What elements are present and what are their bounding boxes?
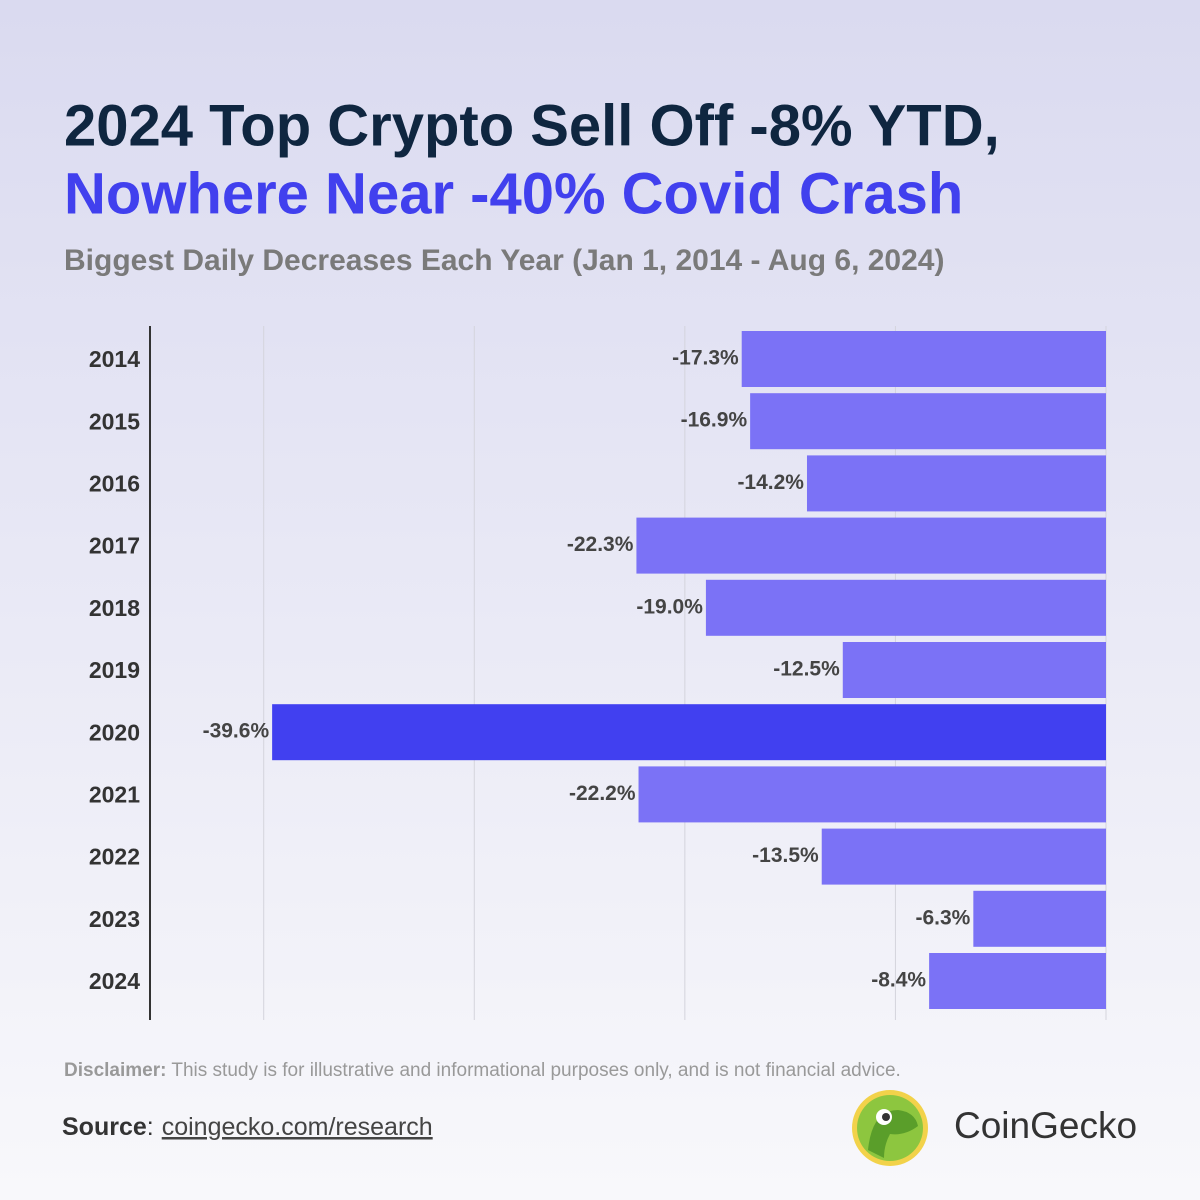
bar: [806, 455, 1106, 512]
disclaimer-text: This study is for illustrative and infor…: [166, 1060, 900, 1081]
bar: [741, 331, 1106, 387]
brand: CoinGecko: [954, 1105, 1137, 1146]
y-tick-label: 2016: [89, 470, 140, 496]
title-line-2: Nowhere Near -40% Covid Crash: [64, 161, 963, 226]
source-label: Source: [62, 1113, 147, 1141]
value-label: -22.3%: [567, 533, 634, 556]
bar: [750, 393, 1106, 450]
bar: [821, 828, 1106, 885]
value-label: -14.2%: [737, 471, 804, 494]
y-tick-label: 2018: [89, 595, 140, 621]
bar: [929, 953, 1106, 1009]
value-label: -22.2%: [569, 782, 636, 805]
value-label: -8.4%: [871, 969, 926, 992]
y-tick-label: 2017: [89, 533, 140, 559]
value-label: -6.3%: [915, 906, 970, 929]
logo: [852, 1090, 928, 1166]
y-tick-label: 2022: [89, 844, 140, 870]
bar: [272, 704, 1106, 761]
bar: [638, 766, 1106, 823]
bar: [973, 890, 1106, 947]
bar: [842, 642, 1106, 698]
y-tick-label: 2021: [89, 781, 140, 807]
value-label: -13.5%: [752, 844, 819, 867]
bar: [636, 517, 1106, 574]
disclaimer-label: Disclaimer:: [64, 1060, 166, 1081]
y-tick-label: 2023: [89, 906, 140, 932]
source-link[interactable]: coingecko.com/research: [162, 1113, 433, 1141]
y-tick-label: 2014: [89, 346, 140, 372]
value-label: -17.3%: [672, 347, 739, 370]
subtitle: Biggest Daily Decreases Each Year (Jan 1…: [64, 244, 944, 277]
logo-pupil: [882, 1113, 890, 1121]
bar: [705, 579, 1106, 636]
title-line-1: 2024 Top Crypto Sell Off -8% YTD,: [64, 93, 1000, 158]
source: Source: coingecko.com/research: [62, 1113, 433, 1141]
y-tick-label: 2015: [89, 408, 140, 434]
value-label: -39.6%: [203, 720, 270, 743]
y-tick-label: 2024: [89, 968, 140, 994]
y-tick-label: 2019: [89, 657, 140, 683]
y-tick-label: 2020: [89, 719, 140, 745]
value-label: -19.0%: [636, 595, 703, 618]
source-separator: :: [147, 1113, 154, 1141]
value-label: -16.9%: [681, 409, 748, 432]
value-label: -12.5%: [773, 658, 840, 681]
disclaimer: Disclaimer: This study is for illustrati…: [64, 1060, 901, 1081]
